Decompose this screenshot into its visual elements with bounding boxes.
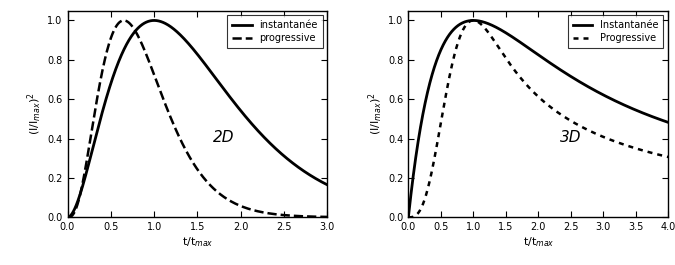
- instantanée: [150, 19, 158, 22]
- Instantanée: [631, 108, 639, 112]
- progressive: [109, 32, 117, 35]
- progressive: [290, 214, 298, 218]
- Line: instantanée: instantanée: [68, 20, 327, 217]
- progressive: [163, 108, 171, 111]
- Line: progressive: progressive: [68, 20, 327, 217]
- Progressive: [664, 155, 672, 158]
- Text: 3D: 3D: [560, 130, 582, 145]
- Progressive: [631, 147, 639, 150]
- X-axis label: t/t$_{max}$: t/t$_{max}$: [182, 235, 213, 249]
- X-axis label: t/t$_{max}$: t/t$_{max}$: [522, 235, 554, 249]
- Progressive: [434, 137, 442, 140]
- Y-axis label: (I/I$_{max}$)$^2$: (I/I$_{max}$)$^2$: [26, 93, 45, 135]
- Legend: instantanée, progressive: instantanée, progressive: [227, 15, 323, 48]
- progressive: [323, 215, 331, 219]
- progressive: [93, 96, 101, 100]
- Instantanée: [516, 40, 524, 43]
- Instantanée: [504, 33, 512, 36]
- Progressive: [659, 154, 668, 157]
- instantanée: [323, 183, 331, 187]
- Instantanée: [664, 121, 672, 124]
- Instantanée: [469, 19, 477, 22]
- Instantanée: [434, 55, 442, 58]
- instantanée: [93, 130, 101, 133]
- Progressive: [504, 60, 512, 63]
- Progressive: [404, 216, 412, 219]
- instantanée: [319, 181, 327, 184]
- Legend: Instantanée, Progressive: Instantanée, Progressive: [568, 15, 664, 48]
- instantanée: [290, 163, 298, 166]
- instantanée: [175, 32, 183, 35]
- Progressive: [469, 19, 477, 22]
- progressive: [319, 215, 327, 218]
- Instantanée: [404, 215, 412, 218]
- Instantanée: [659, 119, 668, 122]
- Line: Progressive: Progressive: [408, 20, 668, 217]
- Text: 2D: 2D: [213, 130, 234, 145]
- instantanée: [63, 216, 72, 219]
- Progressive: [450, 57, 458, 60]
- instantanée: [109, 76, 117, 80]
- instantanée: [163, 23, 171, 26]
- progressive: [175, 134, 183, 137]
- Line: Instantanée: Instantanée: [408, 20, 668, 217]
- Instantanée: [450, 28, 458, 31]
- Y-axis label: (I/I$_{max}$)$^2$: (I/I$_{max}$)$^2$: [367, 93, 385, 135]
- Progressive: [516, 75, 524, 78]
- progressive: [119, 19, 128, 22]
- progressive: [63, 216, 72, 219]
